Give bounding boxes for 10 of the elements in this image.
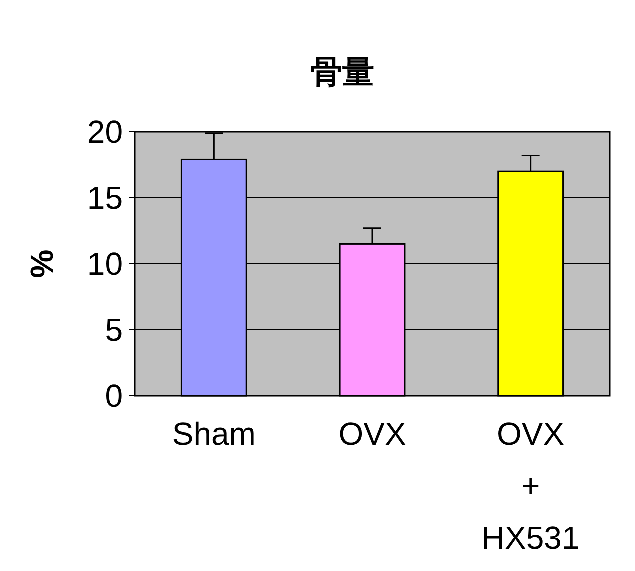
x-tick-label: Sham: [172, 416, 256, 452]
y-tick-label: 15: [87, 180, 123, 216]
y-tick-label: 10: [87, 246, 123, 282]
y-tick-label: 0: [105, 378, 123, 414]
y-axis-title: %: [24, 250, 60, 278]
x-tick-label: OVX: [338, 416, 406, 452]
y-tick-label: 20: [87, 114, 123, 150]
chart-title: 骨量: [310, 54, 374, 90]
x-tick-label: OVX + HX531: [482, 416, 580, 556]
y-tick-label: 5: [105, 312, 123, 348]
